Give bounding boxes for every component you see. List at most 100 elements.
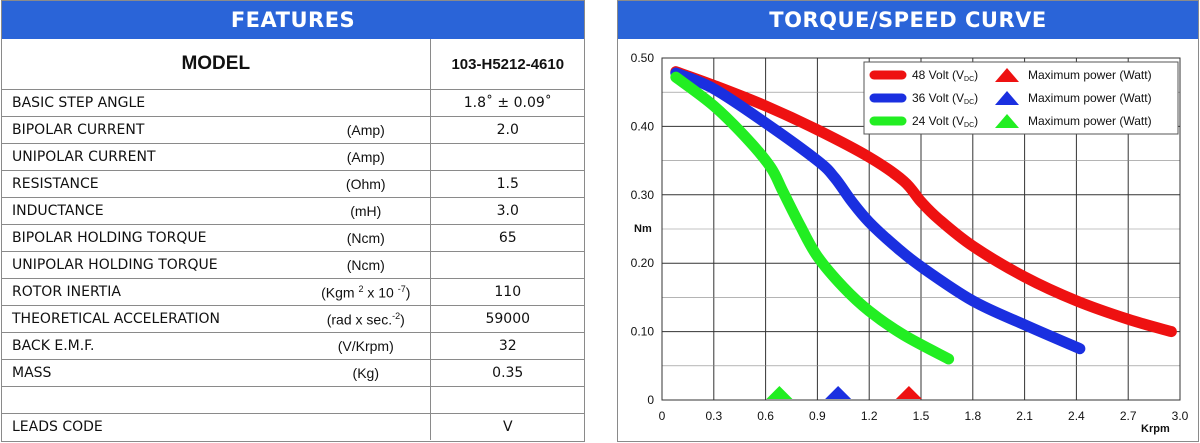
spec-unit-part: x 10 — [363, 284, 398, 301]
spec-value: 3.0 — [429, 197, 586, 225]
model-label: MODEL — [181, 53, 251, 74]
y-axis-label: Nm — [634, 223, 652, 235]
spec-unit: (Ncm) — [302, 251, 431, 279]
x-tick-label: 3.0 — [1172, 409, 1189, 423]
legend-max-power-label: Maximum power (Watt) — [1028, 91, 1152, 105]
y-tick-label: 0.50 — [631, 51, 655, 65]
legend-max-power-icon — [995, 114, 1019, 128]
spec-row: THEORETICAL ACCELERATION (rad x sec.-2) 59… — [2, 305, 586, 333]
spec-row: LEADS CODE V — [2, 413, 586, 440]
spec-value — [429, 143, 586, 171]
spec-row: ROTOR INERTIA (Kgm 2 x 10 -7) 110 — [2, 278, 586, 306]
spec-value: 110 — [429, 278, 586, 306]
spec-unit — [302, 89, 431, 117]
spec-row: UNIPOLAR CURRENT (Amp) — [2, 143, 586, 171]
spec-name: UNIPOLAR CURRENT — [2, 143, 302, 171]
spec-value: 0.35 — [429, 359, 586, 387]
spec-row: INDUCTANCE (mH) 3.0 — [2, 197, 586, 225]
legend-label-sub: DC — [964, 122, 974, 129]
spec-value: 59000 — [429, 305, 586, 333]
spec-name: BACK E.M.F. — [2, 332, 302, 360]
spec-name: BIPOLAR CURRENT — [2, 116, 302, 144]
spec-unit: (Kg) — [302, 359, 431, 387]
curve-48v — [670, 66, 1177, 338]
spec-name — [2, 386, 302, 414]
legend-label-main: 24 Volt (V — [912, 114, 964, 128]
spec-name: LEADS CODE — [2, 413, 302, 440]
spec-unit: (mH) — [302, 197, 431, 225]
legend-series-label: 48 Volt (VDC) — [912, 68, 978, 83]
legend-label-end: ) — [974, 114, 978, 128]
x-tick-label: 1.8 — [964, 409, 981, 423]
spec-row: UNIPOLAR HOLDING TORQUE (Ncm) — [2, 251, 586, 279]
spec-unit-part: ) — [400, 311, 405, 328]
spec-name: BIPOLAR HOLDING TORQUE — [2, 224, 302, 252]
spec-value — [429, 386, 586, 414]
spec-unit-part: (rad x sec. — [326, 311, 393, 328]
model-row: MODEL 103-H5212-4610 — [2, 39, 586, 90]
spec-value: 1.5 — [429, 170, 586, 198]
legend-label-end: ) — [974, 68, 978, 82]
plot-frame — [661, 57, 1181, 401]
x-tick-label: 2.4 — [1068, 409, 1085, 423]
legend-max-power-label: Maximum power (Watt) — [1028, 68, 1152, 82]
spec-value: V — [429, 413, 586, 440]
spec-unit: (Ncm) — [302, 224, 431, 252]
spec-unit-part: 2 — [358, 283, 364, 294]
curve-36v — [670, 67, 1086, 355]
spec-unit-part: ) — [405, 284, 411, 301]
curve-24v — [670, 71, 955, 365]
spec-row: RESISTANCE (Ohm) 1.5 — [2, 170, 586, 198]
spec-row: MASS (Kg) 0.35 — [2, 359, 586, 387]
spec-value: 2.0 — [429, 116, 586, 144]
legend-max-power-icon — [995, 91, 1019, 105]
spec-unit — [302, 413, 431, 440]
max-power-marker — [766, 386, 793, 399]
spec-name: THEORETICAL ACCELERATION — [2, 305, 302, 333]
spec-name: BASIC STEP ANGLE — [2, 89, 302, 117]
chart-panel: TORQUE/SPEED CURVE 0 0.3 0.6 0.9 1.2 1.5 1.8 2.… — [617, 0, 1199, 442]
chart-title: TORQUE/SPEED CURVE — [618, 1, 1198, 39]
spec-name: UNIPOLAR HOLDING TORQUE — [2, 251, 302, 279]
x-tick-label: 0 — [659, 409, 666, 423]
spec-value: 1.8˚ ± 0.09˚ — [429, 89, 586, 117]
spec-unit: (rad x sec.-2) — [302, 305, 431, 333]
spec-name: RESISTANCE — [2, 170, 302, 198]
spec-unit: (Kgm 2 x 10 -7) — [302, 278, 431, 306]
spec-row — [2, 386, 586, 414]
spec-value: 32 — [429, 332, 586, 360]
spec-unit-part: -7 — [397, 283, 406, 294]
y-tick-label: 0.10 — [631, 325, 655, 339]
spec-unit: (Amp) — [302, 143, 431, 171]
x-tick-label: 0.6 — [757, 409, 774, 423]
legend — [863, 61, 1179, 135]
x-tick-label: 0.3 — [705, 409, 722, 423]
x-tick-label: 0.9 — [809, 409, 826, 423]
spec-name: ROTOR INERTIA — [2, 278, 302, 306]
spec-row: BASIC STEP ANGLE 1.8˚ ± 0.09˚ — [2, 89, 586, 117]
spec-name: INDUCTANCE — [2, 197, 302, 225]
max-power-marker — [895, 386, 922, 399]
x-tick-label: 1.2 — [861, 409, 878, 423]
features-panel: FEATURES MODEL 103-H5212-4610 BASIC STEP… — [1, 0, 586, 442]
spec-unit: (Amp) — [302, 116, 431, 144]
y-tick-label: 0.20 — [631, 256, 655, 270]
legend-series-label: 24 Volt (VDC) — [912, 114, 978, 129]
spec-row: BACK E.M.F. (V/Krpm) 32 — [2, 332, 586, 360]
spec-row: BIPOLAR CURRENT (Amp) 2.0 — [2, 116, 586, 144]
spec-row: BIPOLAR HOLDING TORQUE (Ncm) 65 — [2, 224, 586, 252]
legend-label-main: 36 Volt (V — [912, 91, 964, 105]
legend-label-main: 48 Volt (V — [912, 68, 964, 82]
y-tick-label: 0.40 — [631, 119, 655, 133]
legend-label-sub: DC — [964, 99, 974, 106]
x-tick-label: 2.1 — [1016, 409, 1033, 423]
legend-max-power-label: Maximum power (Watt) — [1028, 114, 1152, 128]
spec-unit — [302, 386, 431, 414]
features-table: MODEL 103-H5212-4610 BASIC STEP ANGLE 1.8… — [2, 39, 586, 440]
torque-speed-chart: 0 0.3 0.6 0.9 1.2 1.5 1.8 2.1 2.4 2.7 3.0 0 0.10 0.20… — [631, 51, 1189, 435]
x-tick-label: 1.5 — [913, 409, 930, 423]
legend-max-power-icon — [995, 68, 1019, 82]
max-power-marker — [825, 386, 852, 399]
spec-unit-part: -2 — [392, 310, 401, 321]
spec-value: 65 — [429, 224, 586, 252]
